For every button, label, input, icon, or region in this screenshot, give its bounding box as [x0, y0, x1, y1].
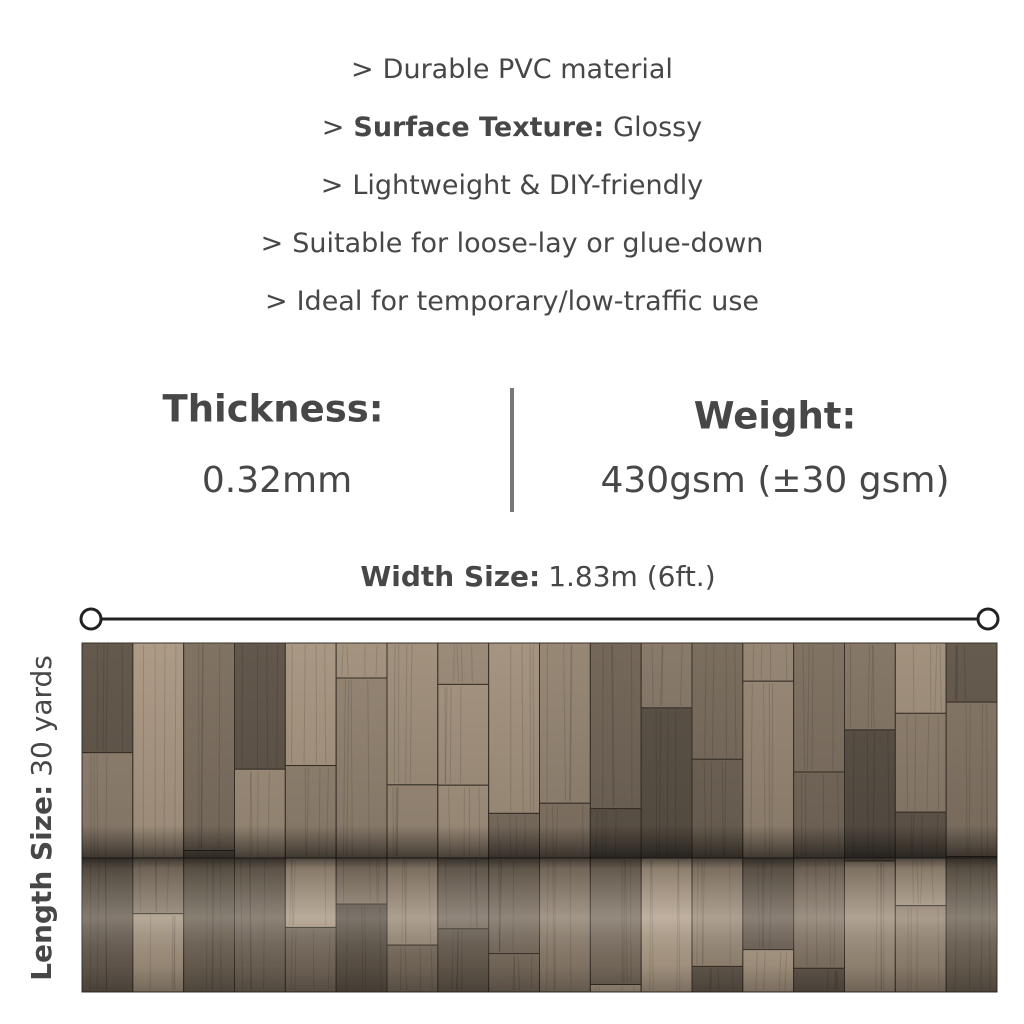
- feature-text: Suitable for loose-lay or glue-down: [292, 228, 763, 259]
- roll: [82, 858, 997, 992]
- weight-label: Weight:: [694, 395, 857, 438]
- width-end: [976, 607, 1000, 631]
- feature-prefix: >: [265, 286, 288, 317]
- feature-label: Surface Texture:: [353, 112, 604, 143]
- feature: > Surface Texture: Glossy: [322, 112, 702, 143]
- width-label: Width Size:: [360, 560, 540, 593]
- width-size: Width Size: 1.83m (6ft.): [360, 560, 715, 593]
- length-label: Length Size:: [25, 785, 58, 981]
- feature: > Lightweight & DIY-friendly: [321, 170, 704, 201]
- thickness-label: Thickness:: [162, 388, 383, 431]
- floor-image: [81, 642, 998, 993]
- feature-text: Lightweight & DIY-friendly: [352, 170, 703, 201]
- width-end: [79, 607, 103, 631]
- feature: > Suitable for loose-lay or glue-down: [261, 228, 764, 259]
- feature: > Durable PVC material: [351, 54, 673, 85]
- feature-prefix: >: [351, 54, 374, 85]
- feature-text: Glossy: [613, 112, 702, 143]
- feature-list: > Durable PVC material > Surface Texture: Gl…: [261, 54, 764, 317]
- length-size: Length Size: 30 yards: [25, 655, 58, 981]
- feature: > Ideal for temporary/low-traffic use: [265, 286, 759, 317]
- width-value: 1.83m (6ft.): [548, 560, 715, 593]
- feature-prefix: >: [261, 228, 284, 259]
- feature-text: Ideal for temporary/low-traffic use: [297, 286, 759, 317]
- feature-text: Durable PVC material: [383, 54, 673, 85]
- weight-value: 430gsm (±30 gsm): [600, 460, 949, 501]
- length-value: 30 yards: [25, 655, 58, 777]
- shade: [82, 643, 997, 858]
- feature-prefix: >: [321, 170, 344, 201]
- feature-prefix: >: [322, 112, 345, 143]
- thickness-value: 0.32mm: [202, 460, 352, 501]
